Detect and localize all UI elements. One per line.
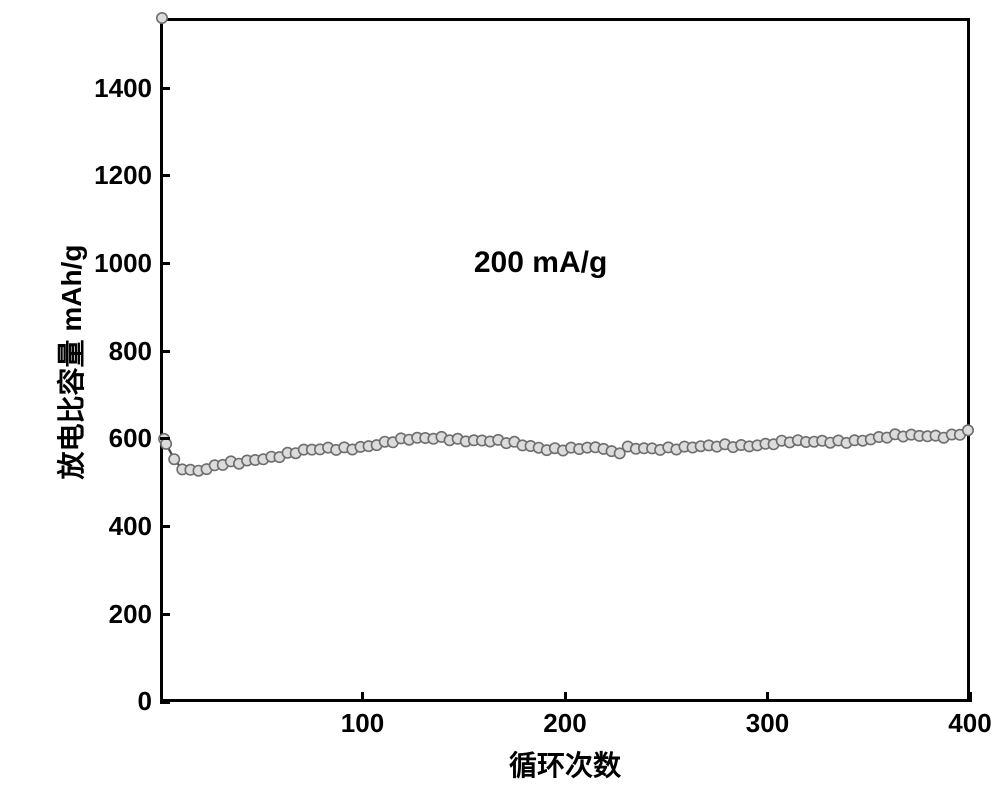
data-point — [157, 13, 167, 23]
data-point — [169, 454, 179, 464]
y-tick — [160, 701, 170, 704]
y-tick-label: 0 — [138, 686, 152, 717]
y-tick-label: 800 — [109, 336, 152, 367]
x-tick-label: 300 — [728, 708, 808, 739]
y-tick — [160, 350, 170, 353]
x-tick — [361, 692, 364, 702]
y-tick-label: 400 — [109, 511, 152, 542]
y-tick — [160, 87, 170, 90]
y-tick-label: 1200 — [94, 160, 152, 191]
x-tick — [766, 692, 769, 702]
x-tick — [564, 692, 567, 702]
x-tick-label: 400 — [930, 708, 1000, 739]
y-tick — [160, 262, 170, 265]
y-tick — [160, 525, 170, 528]
y-tick — [160, 174, 170, 177]
x-tick — [969, 692, 972, 702]
y-tick-label: 1000 — [94, 248, 152, 279]
y-tick-label: 1400 — [94, 73, 152, 104]
chart-container: 放电比容量 mAh/g 循环次数 200 mA/g 02004006008001… — [0, 0, 1000, 794]
data-point — [963, 425, 973, 435]
y-tick-label: 600 — [109, 423, 152, 454]
y-tick — [160, 437, 170, 440]
y-tick-label: 200 — [109, 599, 152, 630]
x-tick-label: 100 — [323, 708, 403, 739]
y-tick — [160, 613, 170, 616]
x-tick-label: 200 — [525, 708, 605, 739]
data-series — [0, 0, 1000, 794]
